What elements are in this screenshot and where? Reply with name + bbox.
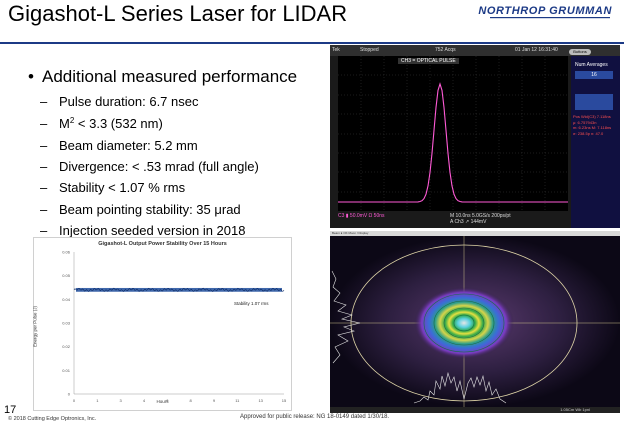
num-averages-value[interactable]: 16 bbox=[575, 71, 613, 79]
num-averages-label: Num Averages bbox=[575, 62, 608, 68]
sub-bullet-text: Stability < 1.07 % rms bbox=[59, 180, 186, 195]
sub-bullet-text: M bbox=[59, 116, 70, 131]
chart-y-tick-label: 0.04 bbox=[62, 297, 71, 302]
scope-trigger: A Ch3 ↗ 144mV bbox=[450, 219, 487, 225]
bullet-dash: – bbox=[40, 94, 48, 109]
scope-state: Stopped bbox=[360, 47, 379, 53]
chart-annotation: Stability 1.07 rms bbox=[234, 301, 269, 306]
scope-channel-scale: C3 ▮ 50.0mV Ω 50ns bbox=[338, 213, 385, 219]
beam-vertical-profile bbox=[331, 270, 361, 364]
page-number: 17 bbox=[4, 404, 17, 416]
beam-profile-image: Beam ● OK Moon / Display bbox=[330, 231, 620, 413]
main-bullet-text: Additional measured performance bbox=[42, 67, 298, 86]
approval-notice: Approved for public release: NG 18-0149 … bbox=[240, 414, 390, 420]
optical-pulse-trace bbox=[338, 82, 568, 203]
superscript: 2 bbox=[69, 116, 75, 125]
chart-y-tick-label: 0.01 bbox=[62, 368, 71, 373]
copyright-notice: © 2018 Cutting Edge Optronics, Inc. bbox=[8, 416, 97, 422]
beam-contour-rings bbox=[423, 293, 505, 353]
logo-swoosh-icon bbox=[490, 17, 610, 19]
chart-x-axis-label: Hours bbox=[156, 399, 169, 404]
main-bullet: • Additional measured performance bbox=[28, 67, 297, 87]
bullet-dash: – bbox=[40, 180, 48, 195]
bullet-dash: – bbox=[40, 223, 48, 238]
chart-y-tick-label: 0.03 bbox=[62, 321, 71, 326]
stability-chart: Gigashot-L Output Power Stability Over 1… bbox=[33, 237, 292, 411]
beam-footer: 1.05Cm Wb 1pnl bbox=[330, 407, 620, 413]
chart-y-tick-label: 0.05 bbox=[62, 273, 71, 278]
measurement-line: Pos Wid(C3) 7.118ns bbox=[573, 114, 611, 119]
logo-text: NORTHROP GRUMMAN bbox=[478, 5, 612, 17]
chart-y-tick-label: 0.02 bbox=[62, 344, 71, 349]
northrop-grumman-logo: NORTHROP GRUMMAN bbox=[478, 5, 612, 19]
scope-display: CH3 = OPTICAL PULSE bbox=[338, 56, 568, 211]
sub-bullet: – M2 < 3.3 (532 nm) bbox=[40, 116, 163, 131]
chart-y-tick-label: 0.06 bbox=[62, 250, 71, 255]
sub-bullet-text: Divergence: < .53 mrad (full angle) bbox=[59, 159, 259, 174]
sub-bullet: – Beam pointing stability: 35 μrad bbox=[40, 202, 241, 217]
scope-date: 01 Jan 12 16:31:40 bbox=[515, 47, 558, 53]
sub-bullet: – Injection seeded version in 2018 bbox=[40, 223, 245, 238]
sub-bullet-text: Beam pointing stability: 35 bbox=[59, 202, 215, 217]
scope-buttons-button[interactable]: Buttons bbox=[569, 49, 591, 55]
oscilloscope-screenshot: Tek Stopped 752 Acqs 01 Jan 12 16:31:40 … bbox=[330, 45, 620, 228]
slide-title: Gigashot-L Series Laser for LIDAR bbox=[8, 1, 348, 26]
beam-horizontal-profile bbox=[413, 371, 507, 404]
scope-acqs: 752 Acqs bbox=[435, 47, 456, 53]
sub-bullet: – Beam diameter: 5.2 mm bbox=[40, 138, 198, 153]
sub-bullet: – Pulse duration: 6.7 nsec bbox=[40, 94, 198, 109]
scope-bottom-bar: C3 ▮ 50.0mV Ω 50ns M 10.0ns 5.0GS/s 200p… bbox=[338, 213, 511, 225]
sub-bullet-text-suffix: rad bbox=[221, 202, 241, 217]
chart-y-axis-label: Energy per Pulse (J) bbox=[32, 305, 38, 348]
sub-bullet: – Divergence: < .53 mrad (full angle) bbox=[40, 159, 259, 174]
bullet-dash: – bbox=[40, 159, 48, 174]
beam-toolbar-label: Beam ● OK Moon / Display bbox=[332, 231, 369, 235]
chart-title: Gigashot-L Output Power Stability Over 1… bbox=[98, 241, 227, 247]
bullet-dot: • bbox=[28, 67, 34, 86]
measurement-line: μ: 6.757943n bbox=[573, 119, 597, 125]
scope-side-menu: Num Averages 16 Pos Wid(C3) 7.118ns μ: 6… bbox=[571, 56, 620, 228]
sub-bullet-text: Injection seeded version in 2018 bbox=[59, 223, 246, 238]
beam-profile-plot bbox=[330, 236, 620, 407]
chart-data-band bbox=[76, 287, 282, 292]
bullet-dash: – bbox=[40, 116, 48, 131]
sub-bullet-text: Pulse duration: 6.7 nsec bbox=[59, 94, 199, 109]
scope-side-button[interactable] bbox=[575, 94, 613, 110]
measurement-line: σ: 238.5p n: 47.0 bbox=[573, 130, 604, 136]
bullet-dash: – bbox=[40, 202, 48, 217]
scope-graticule bbox=[338, 56, 568, 211]
header-rule bbox=[0, 42, 624, 44]
chart-data-line bbox=[73, 287, 285, 292]
measurement-line: m: 6.23ns M: 7.118ns bbox=[573, 125, 612, 130]
beam-toolbar: Beam ● OK Moon / Display bbox=[330, 231, 620, 236]
scope-brand: Tek bbox=[332, 47, 340, 53]
sub-bullet-text-suffix: < 3.3 (532 nm) bbox=[74, 116, 163, 131]
micro-symbol: μ bbox=[214, 202, 222, 217]
chart-plot-area: 00.010.020.030.040.050.060 1 3 4 6 8 9 11 13 15St… bbox=[62, 250, 287, 404]
scope-status-bar: Tek Stopped 752 Acqs 01 Jan 12 16:31:40 bbox=[330, 45, 620, 56]
scope-channel-label: CH3 = OPTICAL PULSE bbox=[398, 58, 459, 64]
sub-bullet: – Stability < 1.07 % rms bbox=[40, 180, 185, 195]
beam-spot bbox=[414, 287, 514, 359]
bullet-dash: – bbox=[40, 138, 48, 153]
chart-y-tick-label: 0 bbox=[68, 392, 71, 397]
beam-footer-label: 1.05Cm Wb 1pnl bbox=[560, 407, 590, 412]
scope-timebase: M 10.0ns 5.0GS/s 200ps/pt bbox=[450, 213, 511, 219]
scope-measurements: Pos Wid(C3) 7.118ns μ: 6.757943n m: 6.23… bbox=[573, 114, 611, 136]
sub-bullet-text: Beam diameter: 5.2 mm bbox=[59, 138, 198, 153]
